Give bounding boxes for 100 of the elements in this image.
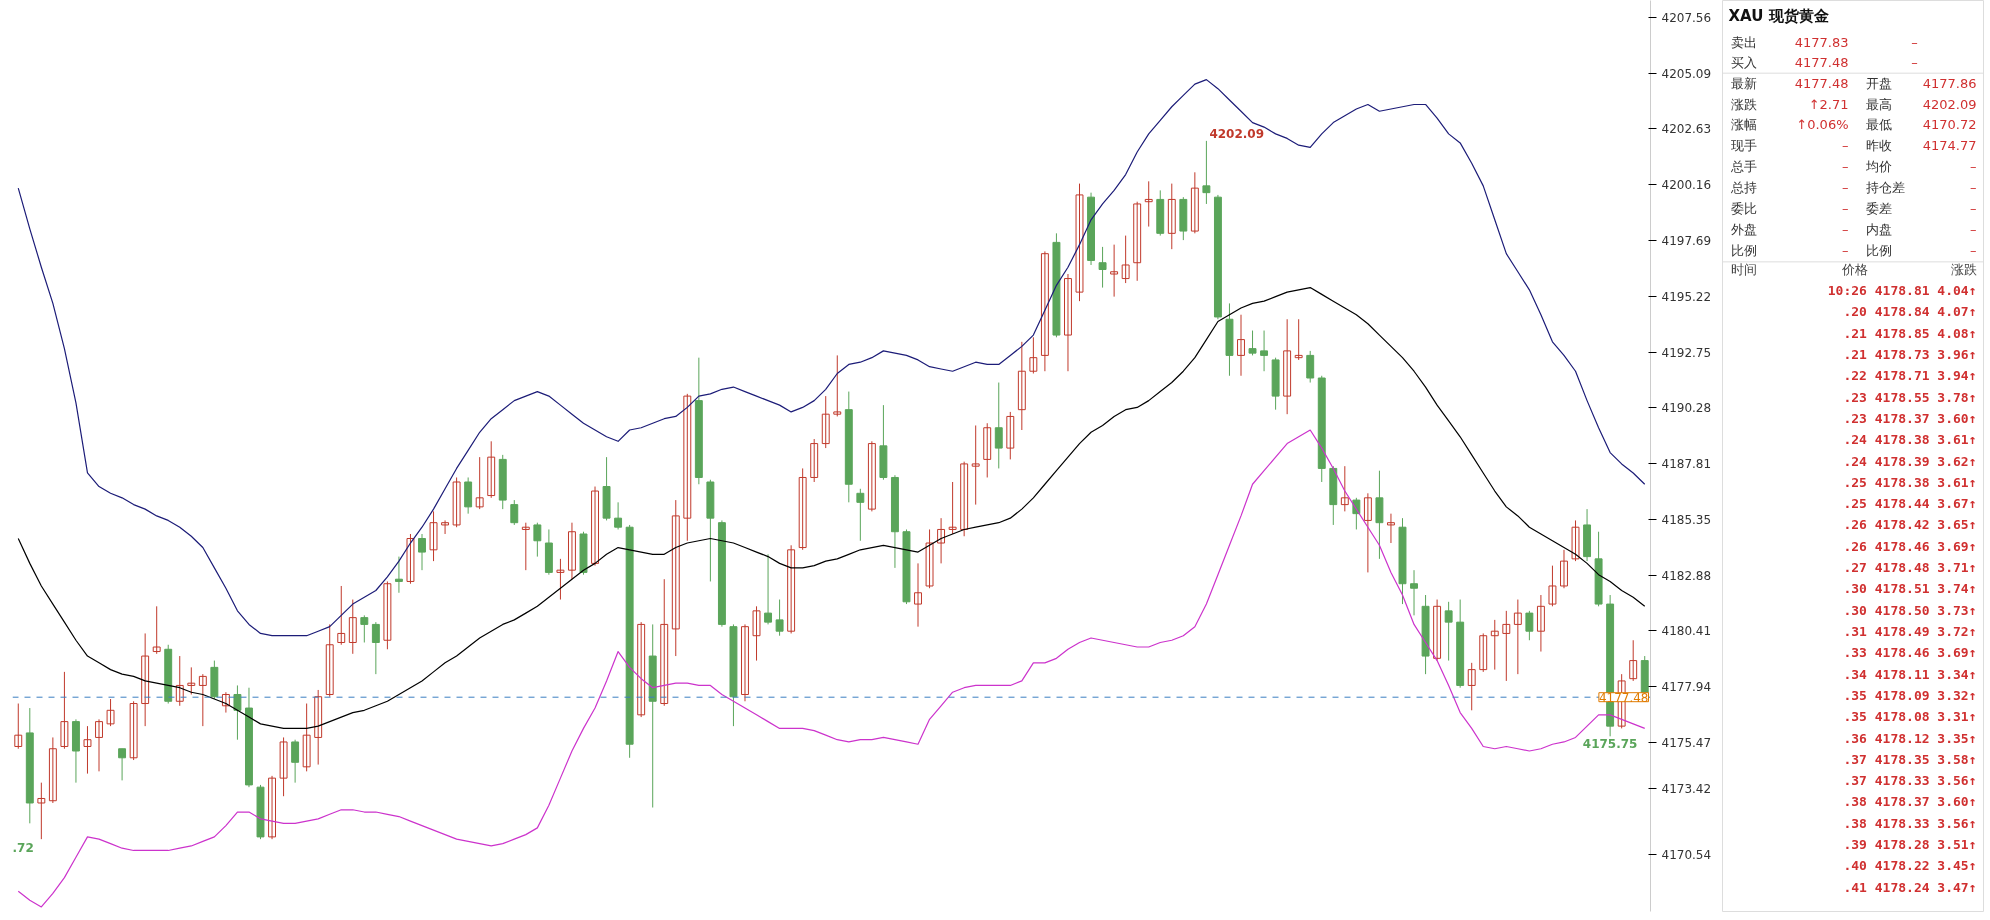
candlestick [914,562,922,628]
text: .35 4178.08 3.31↑ [1843,709,1977,725]
candlestick [175,655,184,707]
y-tick-label: 4187.81 [1661,457,1712,472]
annotation: 4175.75 [1582,737,1638,752]
candlestick [152,605,161,655]
candlestick [1513,599,1522,675]
candlestick [960,461,969,537]
candlestick [510,499,519,526]
candlestick [971,424,980,506]
text: .21 4178.73 3.96↑ [1843,347,1977,363]
candlestick [1340,465,1349,512]
candlestick [371,621,380,675]
y-tick-label: 4182.88 [1661,568,1712,583]
text: 现手 [1730,138,1757,154]
candlestick [787,544,796,634]
candlestick [1075,183,1084,302]
text: 最新 [1730,75,1757,91]
text: .41 4178.24 3.47↑ [1843,879,1977,895]
candlestick [1571,519,1580,562]
candlestick [1444,601,1453,662]
text: .34 4178.11 3.34↑ [1843,666,1977,682]
candlestick [325,623,334,698]
text: 4177.48 [1794,75,1849,91]
text: ↑2.71 [1808,96,1849,112]
candlestick [1040,250,1049,372]
text: .37 4178.35 3.58↑ [1843,751,1977,767]
candlestick [810,438,819,483]
candlestick [1410,569,1418,616]
candlestick [1190,171,1199,234]
text: .24 4178.38 3.61↑ [1843,432,1977,448]
candlestick [1248,330,1257,356]
text: – [1842,201,1849,217]
candlestick [475,456,484,510]
text: 比例 [1730,242,1757,258]
candlestick [556,558,565,601]
y-tick-label: 4180.41 [1661,624,1712,639]
candlestick [383,580,392,650]
line-series [17,79,1646,637]
text: ↑0.06% [1796,117,1849,133]
candlestick [406,533,415,585]
text: 4177.86 [1922,75,1977,91]
text: .24 4178.39 3.62↑ [1843,453,1977,469]
candlestick [833,354,842,417]
candlestick [591,486,599,567]
text: 总手 [1729,159,1757,175]
candlestick [568,522,576,580]
candlestick [948,481,957,535]
text: 均价 [1864,159,1892,175]
candlestick [1144,180,1153,228]
text: .38 4178.33 3.56↑ [1843,815,1977,831]
candlestick [198,673,207,727]
y-tick-label: 4170.54 [1661,847,1712,862]
candlestick [268,775,276,840]
candlestick [1110,244,1119,298]
candlestick [60,671,69,750]
text: .36 4178.12 3.35↑ [1843,730,1977,746]
candlestick [141,632,150,727]
text: 10:26 4178.81 4.04↑ [1827,283,1977,299]
candlestick [614,501,623,530]
candlestick [279,736,288,797]
text: .25 4178.44 3.67↑ [1843,496,1977,512]
text: – [1842,159,1849,175]
text: 委比 [1730,201,1757,217]
text: 最低 [1865,117,1892,133]
candlestick [1560,549,1568,589]
candlestick [348,599,357,655]
candlestick [95,718,103,772]
text: – [1842,221,1849,237]
y-tick-label: 4195.22 [1661,289,1712,304]
candlestick [1548,565,1557,607]
candlestick [1467,662,1476,711]
text: 买入 [1730,54,1757,70]
y-tick-label: 4192.75 [1661,345,1712,360]
text: 4174.77 [1922,138,1977,154]
candlestick [1306,350,1315,384]
candlestick [1029,336,1038,374]
annotation: .72 [12,841,34,856]
y-tick-label: 4185.35 [1661,512,1712,527]
text: .25 4178.38 3.61↑ [1843,474,1977,490]
text: – [1970,221,1977,237]
text: .33 4178.46 3.69↑ [1843,645,1977,661]
text: – [1970,180,1977,196]
y-tick-label: 4197.69 [1661,233,1712,248]
text: .22 4178.71 3.94↑ [1843,368,1977,384]
candlestick [741,623,749,702]
candlestick [1133,201,1142,282]
candlestick [1536,594,1545,653]
y-tick-label: 4173.42 [1661,782,1712,797]
text: 总持 [1729,180,1757,196]
text: .23 4178.55 3.78↑ [1843,389,1977,405]
candlestick [1479,632,1488,673]
candlestick [314,689,323,766]
text: XAU 现货黄金 [1728,7,1829,26]
text: 持仓差 [1865,180,1905,196]
text: 开盘 [1865,75,1892,91]
candlestick [1237,314,1245,377]
candlestick [1121,235,1130,284]
text: – [1970,242,1977,258]
candlestick [48,736,57,804]
